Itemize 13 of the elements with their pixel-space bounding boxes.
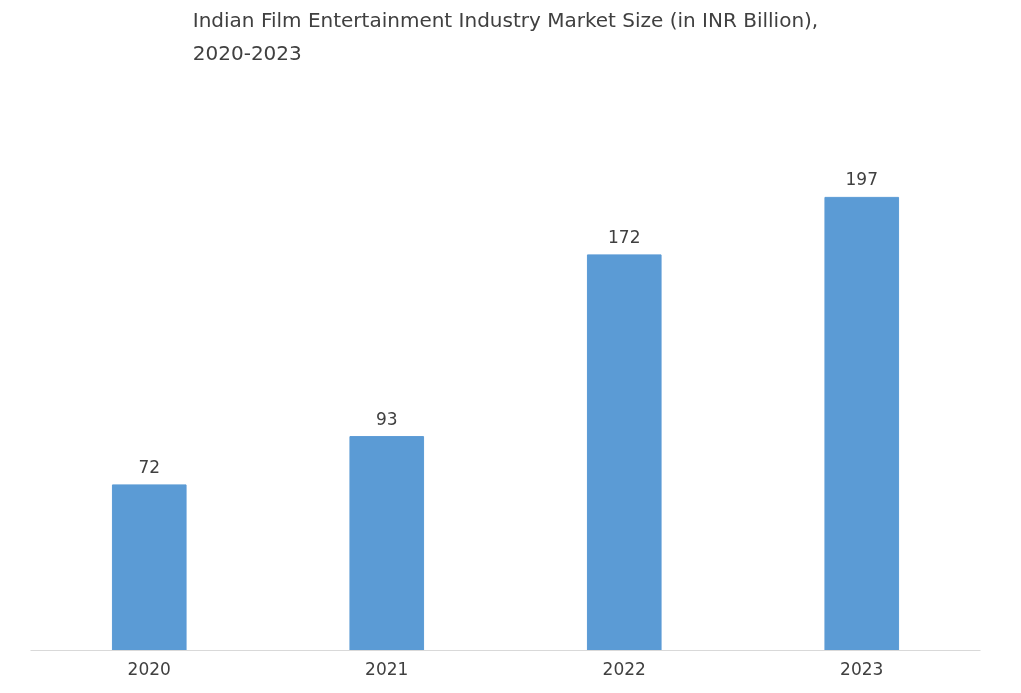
bar — [349, 436, 425, 651]
bar — [111, 484, 187, 651]
x-tick-label: 2021 — [365, 658, 409, 679]
data-label: 72 — [138, 456, 161, 477]
data-label: 172 — [608, 226, 641, 247]
x-tick-label: 2022 — [602, 658, 646, 679]
bar — [824, 196, 900, 651]
data-label: 93 — [375, 408, 398, 429]
chart-title: Indian Film Entertainment Industry Market Size (in INR Billion), 2020-2023 — [192, 7, 819, 66]
bar — [586, 254, 662, 651]
data-label: 197 — [845, 169, 878, 190]
x-tick-label: 2023 — [840, 658, 884, 679]
x-tick-label: 2020 — [127, 658, 171, 679]
